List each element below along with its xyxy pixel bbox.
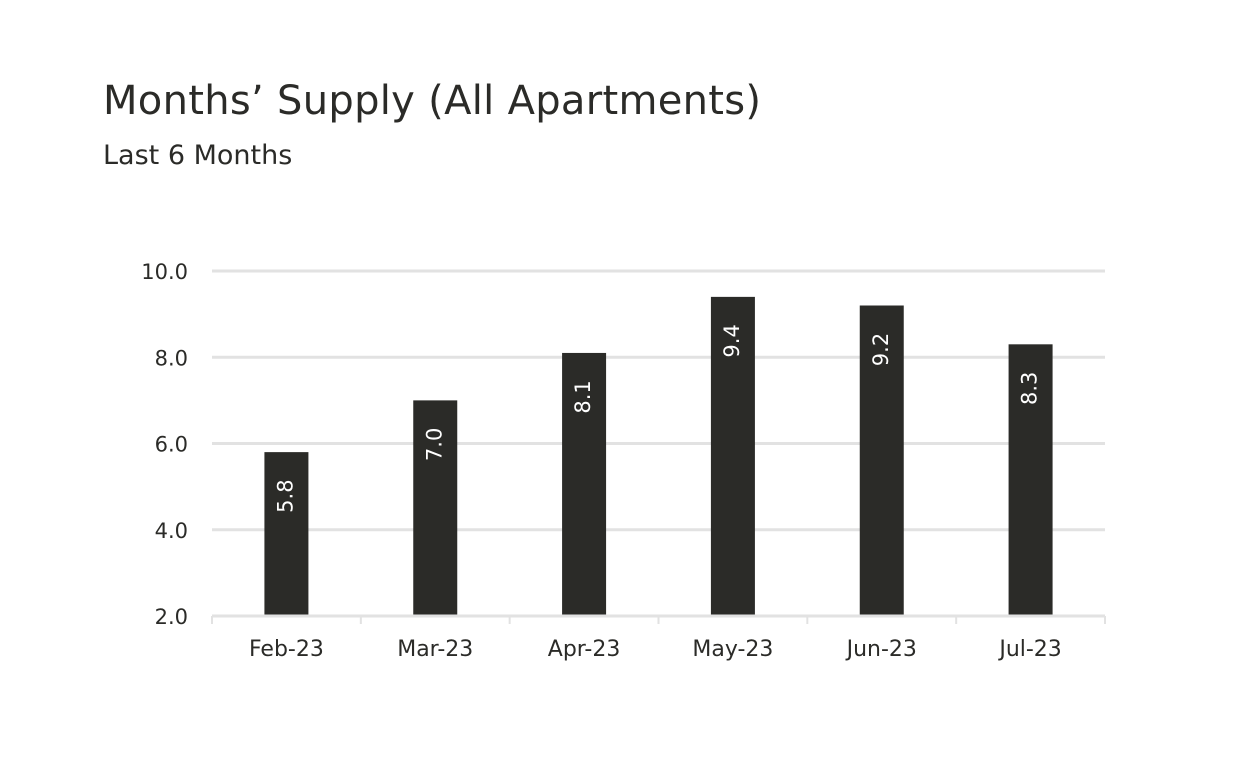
bar-mar-23: [413, 400, 458, 616]
bar-apr-23: [562, 352, 607, 616]
bar-value-label: 8.1: [571, 380, 595, 413]
chart-subtitle: Last 6 Months: [103, 140, 293, 171]
y-tick-label: 8.0: [155, 346, 188, 370]
y-tick-label: 2.0: [155, 605, 188, 629]
x-tick-label: Feb-23: [249, 637, 324, 662]
x-tick-label: May-23: [692, 637, 773, 662]
y-tick-label: 6.0: [155, 433, 188, 457]
x-axis-labels: Feb-23 Mar-23 Apr-23 May-23 Jun-23 Jul-23: [249, 637, 1062, 662]
bar-value-label: 7.0: [422, 428, 446, 461]
bar-jun-23: [859, 305, 904, 616]
bar-value-label: 9.4: [720, 324, 744, 357]
x-tick-label: Jul-23: [997, 637, 1061, 662]
bars: 5.8 7.0 8.1 9.4 9.2 8.3: [264, 296, 1053, 616]
bar-feb-23: [264, 452, 309, 616]
y-tick-label: 4.0: [155, 519, 188, 543]
x-tick-label: Mar-23: [397, 637, 473, 662]
y-axis-ticks: 2.0 4.0 6.0 8.0 10.0: [141, 260, 188, 629]
x-tick-label: Jun-23: [845, 637, 917, 662]
bar-value-label: 9.2: [869, 333, 893, 366]
bar-jul-23: [1008, 344, 1053, 616]
bar-may-23: [710, 296, 755, 616]
x-axis: [211, 614, 1106, 624]
x-tick-label: Apr-23: [548, 637, 621, 662]
bar-value-label: 5.8: [273, 479, 297, 512]
y-tick-label: 10.0: [141, 260, 188, 284]
bar-value-label: 8.3: [1018, 372, 1042, 405]
chart-title: Months’ Supply (All Apartments): [103, 78, 762, 124]
gridlines: [212, 269, 1105, 532]
